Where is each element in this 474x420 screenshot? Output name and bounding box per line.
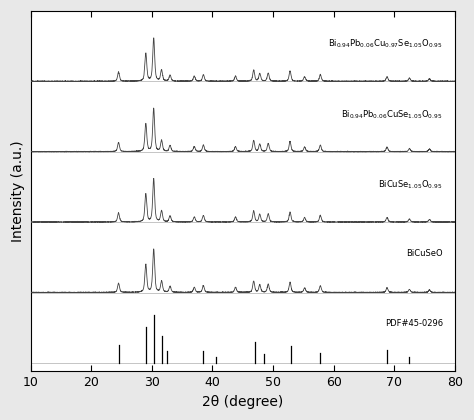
Text: BiCuSe$_{1.05}$O$_{0.95}$: BiCuSe$_{1.05}$O$_{0.95}$ [379, 178, 443, 191]
X-axis label: 2θ (degree): 2θ (degree) [202, 395, 283, 409]
Text: BiCuSeO: BiCuSeO [406, 249, 443, 258]
Text: Bi$_{0.94}$Pb$_{0.06}$CuSe$_{1.05}$O$_{0.95}$: Bi$_{0.94}$Pb$_{0.06}$CuSe$_{1.05}$O$_{0… [341, 108, 443, 121]
Text: Bi$_{0.94}$Pb$_{0.06}$Cu$_{0.97}$Se$_{1.05}$O$_{0.95}$: Bi$_{0.94}$Pb$_{0.06}$Cu$_{0.97}$Se$_{1.… [328, 38, 443, 50]
Text: PDF#45-0296: PDF#45-0296 [384, 319, 443, 328]
Y-axis label: Intensity (a.u.): Intensity (a.u.) [11, 140, 25, 242]
